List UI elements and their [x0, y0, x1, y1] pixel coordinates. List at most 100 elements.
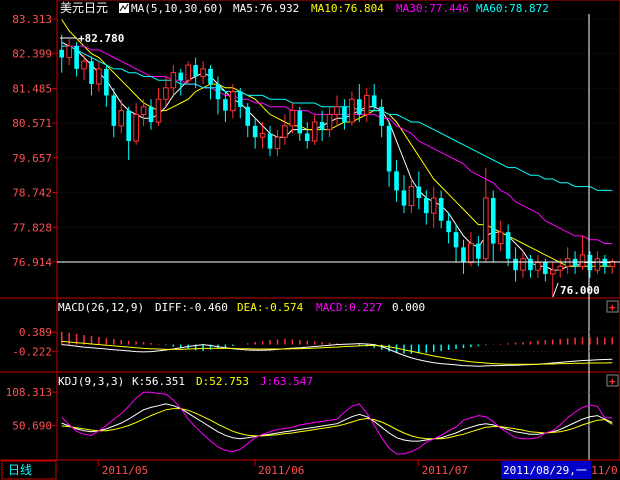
kdj-expand-button[interactable]: +: [606, 374, 619, 388]
candle-body-up: [408, 186, 415, 207]
candle-body-down: [245, 106, 251, 126]
ma60-value: MA60:78.872: [476, 2, 549, 15]
main-gridlines: [52, 18, 620, 263]
candle-body-down: [357, 99, 362, 115]
candle-body-down: [453, 232, 459, 248]
candle-body-down: [319, 122, 325, 130]
main-y-tick-labels: 83.313 82.399 81.485 80.571 79.657 78.742 77.8…: [12, 13, 52, 269]
candle-body-up: [497, 231, 504, 245]
moving-average-lines: [61, 19, 613, 271]
candle-body-down: [401, 190, 407, 206]
candle-body-down: [371, 95, 377, 107]
ma5-value: MA5:76.932: [233, 2, 299, 15]
candle-body-up: [549, 269, 556, 275]
macd-diff-value: DIFF:-0.460: [155, 301, 228, 314]
low-annotation: 76.000: [560, 284, 600, 297]
main-y-tick-label: 83.313: [12, 13, 52, 26]
x-axis-date-label: 2011/06: [258, 464, 304, 477]
main-y-tick-label: 78.742: [12, 187, 52, 200]
kdj-expand-box[interactable]: [606, 374, 619, 387]
kdj-y-tick-labels: 108.313 50.690: [6, 386, 52, 432]
candle-body-up: [185, 64, 192, 81]
plus-icon: +: [609, 375, 616, 388]
cursor-date-label: 2011/08/29,一: [503, 464, 587, 477]
candle-body-down: [490, 197, 496, 244]
candle-body-down: [513, 258, 518, 271]
candle-body-down: [59, 49, 65, 58]
kdj-params: KDJ(9,3,3): [58, 375, 124, 388]
candle-body-up: [557, 265, 564, 271]
candle-body-down: [208, 68, 213, 85]
macd-expand-button[interactable]: +: [606, 300, 619, 314]
candle-body-down: [111, 95, 117, 126]
candle-body-down: [89, 61, 94, 85]
candle-body-down: [543, 262, 548, 274]
kdj-d-value: D:52.753: [196, 375, 249, 388]
kdj-k-value: K:56.351: [132, 375, 185, 388]
macd-dea-value: DEA:-0.574: [237, 301, 304, 314]
macd-lines: [61, 340, 613, 367]
kdj-lines: [61, 391, 613, 455]
candle-body-down: [386, 125, 392, 172]
candle-body-up: [311, 121, 318, 142]
kdj-y-tick-label: 108.313: [6, 386, 52, 399]
candle-body-up: [66, 45, 72, 58]
candle-body-up: [326, 113, 333, 131]
x-axis-date-label: 2011/07: [422, 464, 468, 477]
candle-body-down: [178, 72, 184, 81]
candle-body-up: [482, 197, 489, 260]
candle-body-up: [535, 262, 541, 271]
candle-body-up: [289, 110, 296, 127]
kdj-d-line: [61, 408, 613, 440]
ma-settings-icon-glyph: [119, 3, 129, 12]
candle-body-up: [349, 98, 355, 123]
candle-body-down: [446, 220, 451, 233]
candle-body-down: [528, 258, 533, 271]
candle-body-down: [297, 110, 303, 134]
period-tab[interactable]: [1, 460, 57, 480]
candle-body-down: [587, 254, 593, 271]
candle-body-up: [468, 243, 474, 264]
candle-body-up: [579, 254, 586, 267]
candle-body-up: [155, 98, 162, 123]
macd-y-tick-label: -0.222: [12, 346, 52, 359]
macd-expand-box[interactable]: [606, 300, 619, 313]
candle-body-up: [96, 68, 102, 85]
x-axis-date-labels: 2011/05 2011/06 2011/07 2011/0: [98, 460, 618, 477]
macd-gridlines: [52, 331, 620, 353]
candle-body-up: [282, 125, 288, 138]
candle-body-down: [215, 84, 221, 100]
macd-y-tick-labels: 0.389 -0.222: [12, 326, 52, 358]
candle-body-up: [609, 260, 616, 267]
kdj-header: KDJ(9,3,3) K:56.351 D:52.753 J:63.547: [58, 375, 313, 388]
period-tab-label: 日线: [8, 463, 32, 477]
kdj-j-line: [61, 391, 613, 455]
macd-diff-line: [61, 343, 613, 367]
candle-body-up: [594, 258, 601, 271]
kdj-j-value: J:63.547: [260, 375, 313, 388]
candle-body-up: [520, 258, 526, 271]
macd-params: MACD(26,12,9): [58, 301, 144, 314]
macd-y-tick-label: 0.389: [19, 326, 52, 339]
candle-body-down: [126, 110, 131, 142]
candle-body-up: [430, 197, 437, 214]
candle-body-down: [104, 68, 109, 96]
main-y-tick-label: 82.399: [12, 48, 52, 61]
candle-body-down: [223, 99, 228, 111]
candle-body-down: [148, 106, 154, 123]
macd-macd-value: MACD:0.227: [316, 301, 382, 314]
candle-body-down: [572, 258, 578, 267]
candle-body-up: [230, 91, 236, 112]
cursor-date-box: [501, 461, 591, 479]
candle-body-down: [438, 197, 444, 221]
candle-body-up: [170, 72, 177, 89]
low-annotation-leader: [552, 282, 559, 298]
candle-body-up: [163, 87, 169, 100]
ma30-value: MA30:77.446: [396, 2, 469, 15]
candle-body-down: [461, 247, 466, 263]
candle-body-up: [133, 113, 139, 142]
high-annotation: +82.780: [78, 32, 124, 45]
candle-body-up: [200, 68, 206, 77]
candle-body-down: [394, 171, 399, 191]
